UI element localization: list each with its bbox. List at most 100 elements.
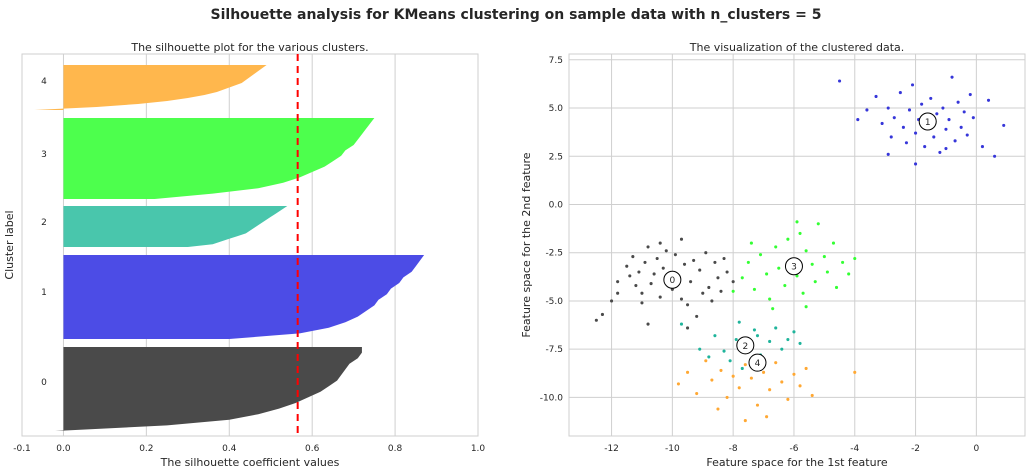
scatter-point-cluster-2	[740, 366, 744, 371]
scatter-point-cluster-0	[679, 297, 684, 301]
scatter-point-cluster-0	[640, 301, 644, 305]
scatter-point-cluster-1	[914, 131, 918, 135]
scatter-point-cluster-0	[616, 291, 620, 295]
scatter-point-cluster-3	[768, 297, 772, 301]
silhouette-x-tick-label: 0.6	[305, 444, 320, 454]
silhouette-x-tick-label: -0.1	[13, 444, 31, 454]
scatter-point-cluster-0	[628, 274, 632, 278]
scatter-point-cluster-0	[719, 289, 723, 293]
scatter-point-cluster-1	[950, 75, 954, 79]
cluster-scatter-plot: The visualization of the clustered data.…	[520, 41, 1026, 469]
scatter-point-cluster-1	[941, 106, 945, 110]
scatter-point-cluster-0	[701, 291, 705, 295]
scatter-point-cluster-2	[798, 341, 802, 345]
silhouette-x-axis-label: The silhouette coefficient values	[160, 456, 340, 469]
scatter-point-cluster-3	[795, 220, 799, 224]
scatter-point-cluster-4	[695, 392, 699, 396]
scatter-point-cluster-3	[740, 276, 744, 280]
scatter-point-cluster-0	[600, 312, 604, 317]
scatter-point-cluster-3	[804, 249, 808, 253]
scatter-point-cluster-0	[658, 241, 662, 245]
scatter-x-tick-label: -6	[789, 444, 798, 454]
cluster-center-label-2: 2	[742, 342, 748, 352]
scatter-point-cluster-1	[880, 121, 884, 126]
scatter-point-cluster-3	[731, 289, 735, 293]
scatter-plot-title: The visualization of the clustered data.	[689, 41, 905, 54]
scatter-point-cluster-3	[774, 245, 778, 249]
scatter-point-cluster-4	[768, 388, 772, 392]
silhouette-cluster-label-4: 4	[41, 77, 47, 87]
scatter-point-cluster-1	[892, 116, 896, 120]
scatter-point-cluster-0	[646, 245, 650, 249]
scatter-x-axis-label: Feature space for the 1st feature	[706, 456, 887, 469]
scatter-point-cluster-2	[734, 337, 738, 342]
scatter-point-cluster-3	[853, 256, 857, 261]
scatter-y-tick-label: 2.5	[549, 152, 563, 162]
scatter-point-cluster-3	[825, 270, 829, 274]
cluster-center-label-4: 4	[755, 359, 761, 369]
scatter-point-cluster-4	[749, 376, 753, 380]
scatter-point-cluster-3	[746, 260, 750, 264]
silhouette-x-tick-label: 0.0	[56, 444, 71, 454]
scatter-y-tick-label: 7.5	[549, 56, 563, 66]
cluster-center-label-1: 1	[925, 118, 931, 128]
scatter-point-cluster-1	[914, 162, 918, 166]
scatter-point-cluster-3	[765, 272, 769, 276]
scatter-point-cluster-1	[907, 108, 912, 112]
scatter-point-cluster-0	[692, 258, 696, 262]
scatter-point-cluster-2	[780, 347, 784, 351]
silhouette-x-tick-label: 1.0	[471, 444, 486, 454]
scatter-point-cluster-2	[792, 330, 796, 334]
silhouette-cluster-label-3: 3	[41, 150, 47, 160]
scatter-point-cluster-0	[637, 270, 641, 274]
silhouette-cluster-area-4	[34, 65, 267, 110]
scatter-x-tick-label: -4	[850, 444, 859, 454]
scatter-point-cluster-2	[728, 359, 732, 363]
scatter-point-cluster-1	[838, 79, 842, 83]
scatter-point-cluster-3	[798, 231, 802, 235]
scatter-point-cluster-3	[834, 285, 839, 289]
scatter-point-cluster-3	[749, 241, 753, 245]
scatter-point-cluster-0	[695, 314, 699, 318]
scatter-point-cluster-2	[679, 322, 684, 326]
scatter-x-tick-label: 0	[973, 444, 979, 454]
scatter-point-cluster-3	[801, 291, 805, 295]
scatter-point-cluster-2	[774, 326, 778, 330]
cluster-center-marker-4	[748, 353, 767, 372]
scatter-point-cluster-1	[886, 152, 890, 156]
scatter-point-cluster-1	[901, 125, 905, 129]
scatter-point-cluster-0	[710, 299, 714, 303]
scatter-point-cluster-0	[731, 280, 735, 284]
scatter-point-cluster-0	[713, 260, 717, 264]
scatter-point-cluster-1	[865, 108, 869, 112]
scatter-point-cluster-4	[719, 368, 723, 372]
scatter-point-cluster-1	[904, 141, 908, 145]
scatter-point-cluster-1	[923, 145, 927, 149]
scatter-point-cluster-0	[686, 326, 690, 330]
scatter-point-cluster-4	[731, 374, 735, 378]
scatter-point-cluster-1	[956, 100, 960, 104]
silhouette-x-tick-label: 0.2	[139, 444, 153, 454]
scatter-point-cluster-0	[646, 322, 650, 326]
scatter-point-cluster-0	[655, 256, 659, 261]
scatter-y-tick-label: 0.0	[549, 200, 564, 210]
cluster-center-marker-3	[784, 257, 803, 276]
scatter-point-cluster-0	[658, 295, 662, 299]
scatter-point-cluster-4	[792, 372, 796, 376]
scatter-point-cluster-0	[625, 264, 629, 268]
scatter-point-cluster-0	[616, 280, 620, 284]
scatter-point-cluster-1	[932, 135, 936, 139]
scatter-point-cluster-4	[804, 366, 808, 371]
scatter-point-cluster-4	[765, 415, 769, 419]
silhouette-cluster-area-3	[63, 118, 375, 199]
scatter-point-cluster-3	[771, 307, 775, 311]
scatter-point-cluster-3	[795, 274, 799, 278]
scatter-point-cluster-4	[762, 370, 766, 374]
scatter-plot-frame	[568, 53, 1026, 437]
scatter-point-cluster-2	[698, 347, 702, 351]
scatter-point-cluster-4	[780, 380, 784, 384]
silhouette-plot-title: The silhouette plot for the various clus…	[130, 41, 368, 54]
scatter-y-axis-label: Feature space for the 2nd feature	[520, 152, 533, 337]
